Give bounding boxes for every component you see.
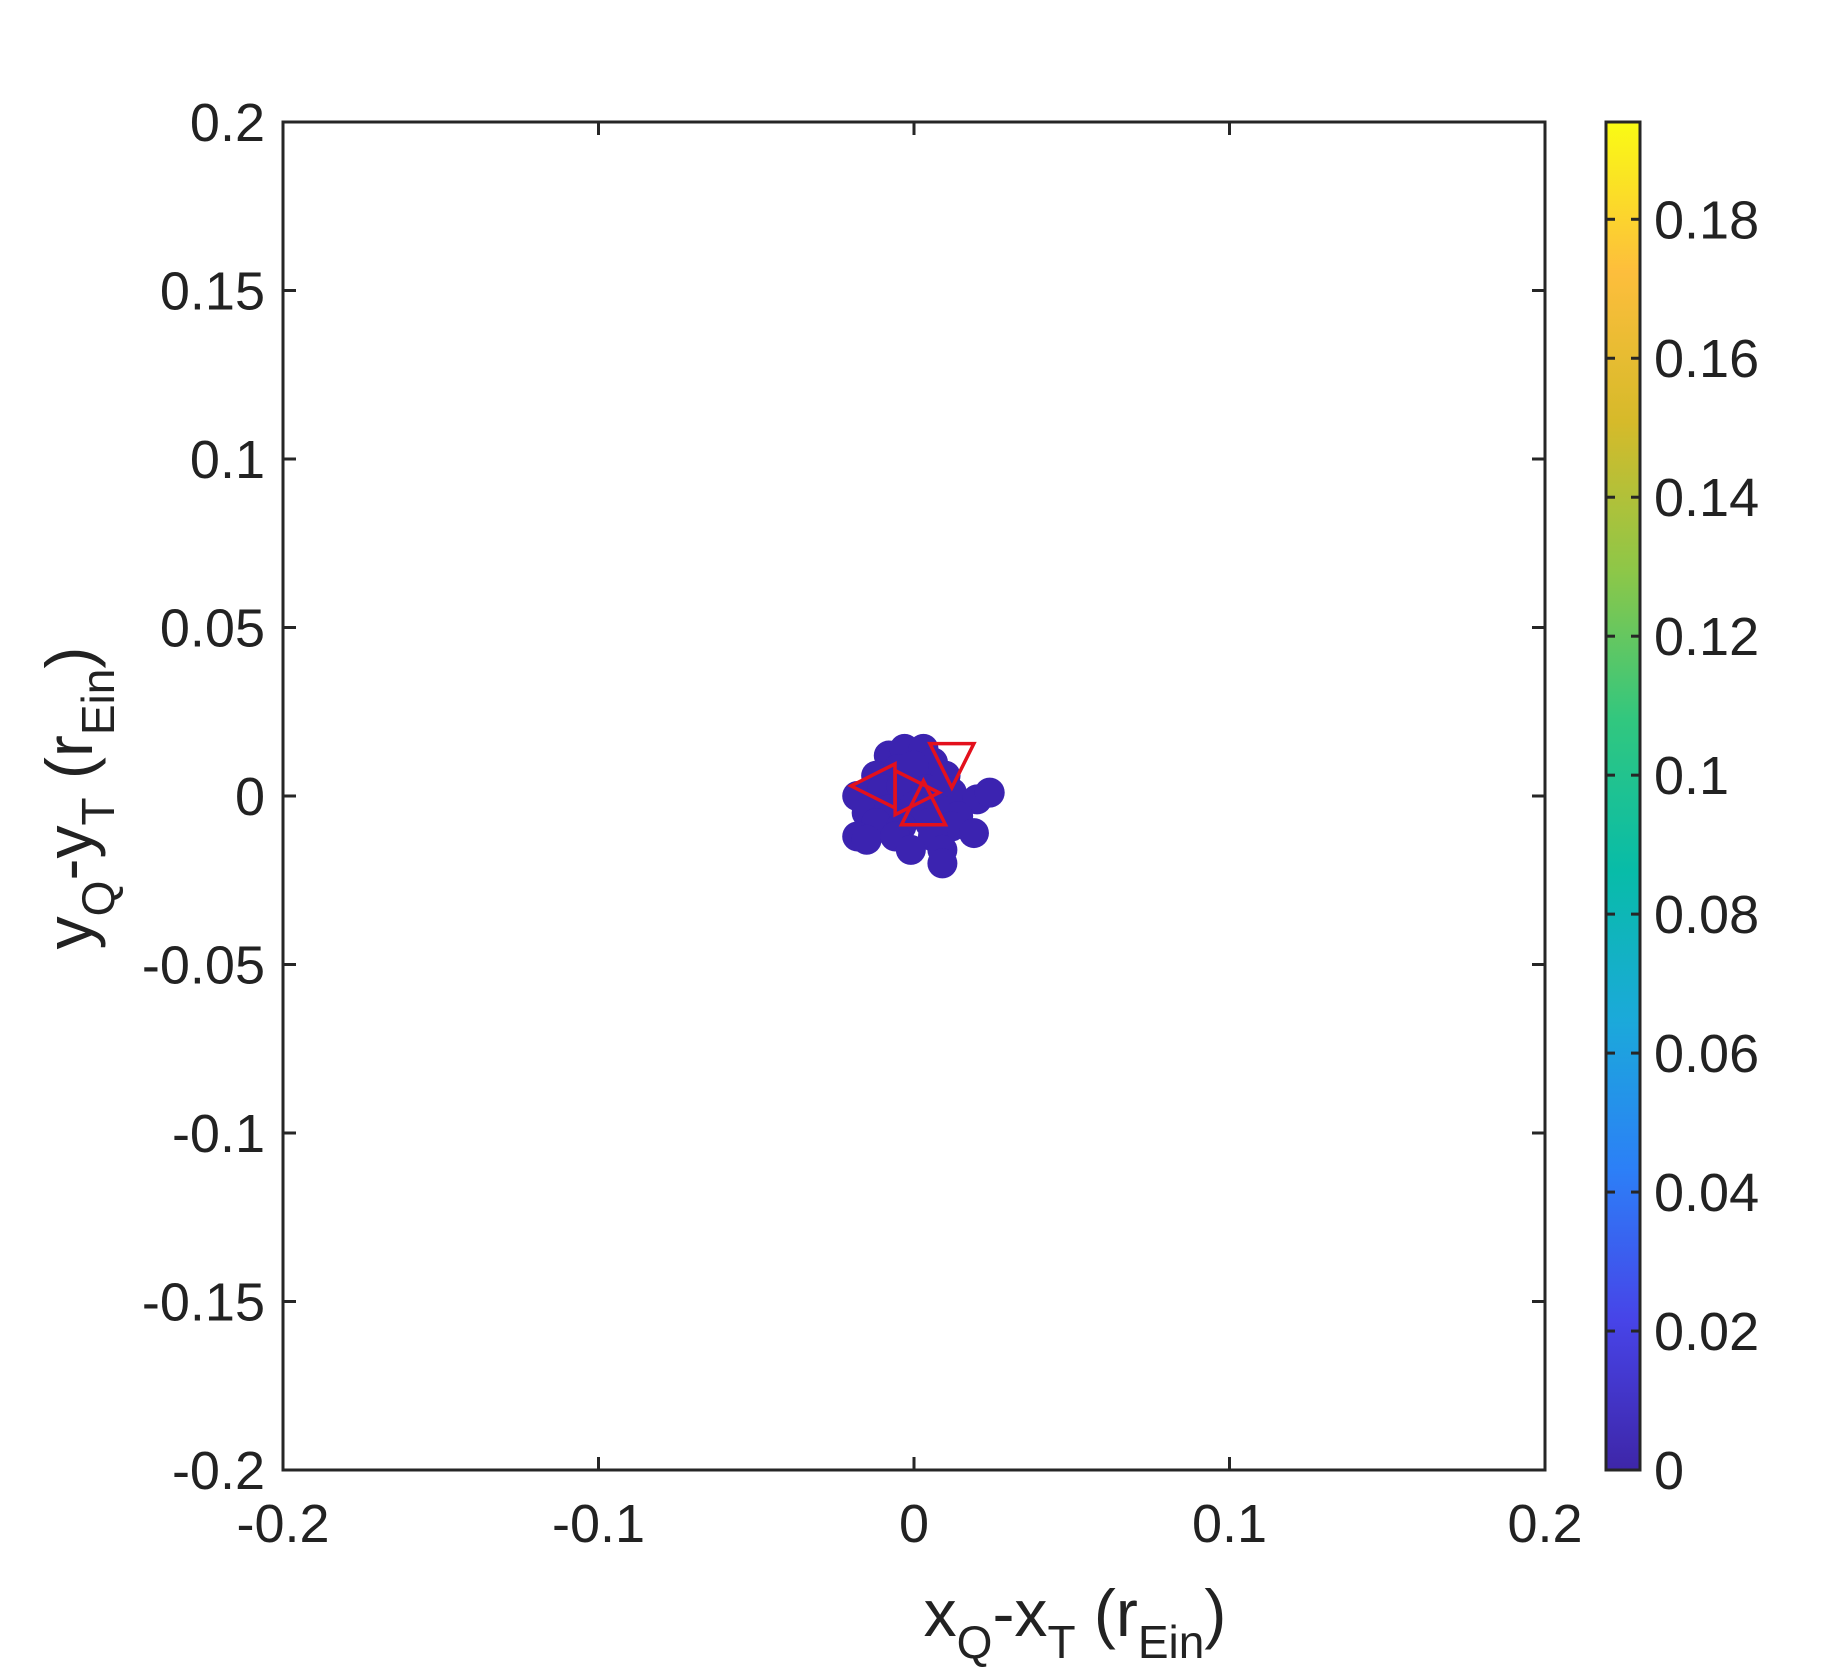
colorbar-tick-label: 0.06 [1654, 1024, 1759, 1084]
x-axis-label-sub2: T [1047, 1616, 1075, 1667]
colorbar-tick-label: 0 [1654, 1441, 1684, 1501]
y-axis-label-sub2: T [72, 797, 124, 825]
y-tick-label: 0.15 [160, 262, 265, 322]
red-markers [847, 741, 977, 827]
y-axis-label-mid: -y [32, 826, 106, 881]
colorbar-tick-label: 0.18 [1654, 190, 1759, 250]
marker-triangle-right [893, 767, 944, 818]
marker-triangle-up [898, 776, 949, 827]
y-axis: -0.2 -0.15 -0.1 -0.05 0 0.05 0.1 0.15 0.2 [142, 93, 1545, 1501]
y-axis-label-sub1: Q [72, 881, 124, 917]
colorbar-tick-label: 0.14 [1654, 468, 1759, 528]
y-tick-label: 0.05 [160, 599, 265, 659]
y-axis-label-base: y [32, 916, 106, 949]
x-axis-label-sub3: Ein [1138, 1616, 1204, 1667]
data-point [851, 824, 882, 855]
x-tick-label: -0.1 [552, 1494, 645, 1554]
x-tick-label: -0.2 [236, 1494, 329, 1554]
x-tick-label: 0.2 [1507, 1494, 1582, 1554]
x-axis-label-open: (r [1076, 1576, 1138, 1650]
colorbar-tick-label: 0.08 [1654, 885, 1759, 945]
y-tick-label: -0.05 [142, 936, 265, 996]
y-axis-label-sub3: Ein [72, 669, 124, 735]
colorbar-tick-label: 0.16 [1654, 329, 1759, 389]
y-tick-label: -0.2 [172, 1441, 265, 1501]
colorbar-tick-label: 0.02 [1654, 1302, 1759, 1362]
colorbar-tick-label: 0.04 [1654, 1163, 1759, 1223]
data-point [895, 834, 926, 865]
y-tick-label: 0.2 [190, 93, 265, 153]
data-point [927, 848, 958, 879]
x-axis-label-sub1: Q [957, 1616, 993, 1667]
colorbar: 0 0.02 0.04 0.06 0.08 0.1 0.12 0.14 0.16 0.18 [1604, 120, 1759, 1501]
x-axis-label: xQ-xT (rEin) [924, 1576, 1227, 1667]
data-point [958, 818, 989, 849]
x-tick-label: 0.1 [1192, 1494, 1267, 1554]
y-tick-label: -0.15 [142, 1273, 265, 1333]
x-axis-label-mid: -x [992, 1576, 1047, 1650]
y-axis-label-open: (r [32, 735, 106, 797]
x-axis: -0.2 -0.1 0 0.1 0.2 [236, 122, 1583, 1554]
x-axis-label-close: ) [1204, 1576, 1226, 1650]
y-axis-label-close: ) [32, 647, 106, 669]
y-tick-label: 0 [235, 767, 265, 827]
colorbar-tick-label: 0.12 [1654, 607, 1759, 667]
y-tick-label: 0.1 [190, 430, 265, 490]
marker-triangle-down [927, 741, 977, 792]
data-point [974, 777, 1005, 808]
colorbar-tick-label: 0.1 [1654, 746, 1729, 806]
y-axis-label: yQ-yT (rEin) [32, 647, 124, 950]
colorbar-gradient [1604, 120, 1642, 1472]
x-tick-label: 0 [899, 1494, 929, 1554]
x-axis-label-base: x [924, 1576, 957, 1650]
y-tick-label: -0.1 [172, 1104, 265, 1164]
